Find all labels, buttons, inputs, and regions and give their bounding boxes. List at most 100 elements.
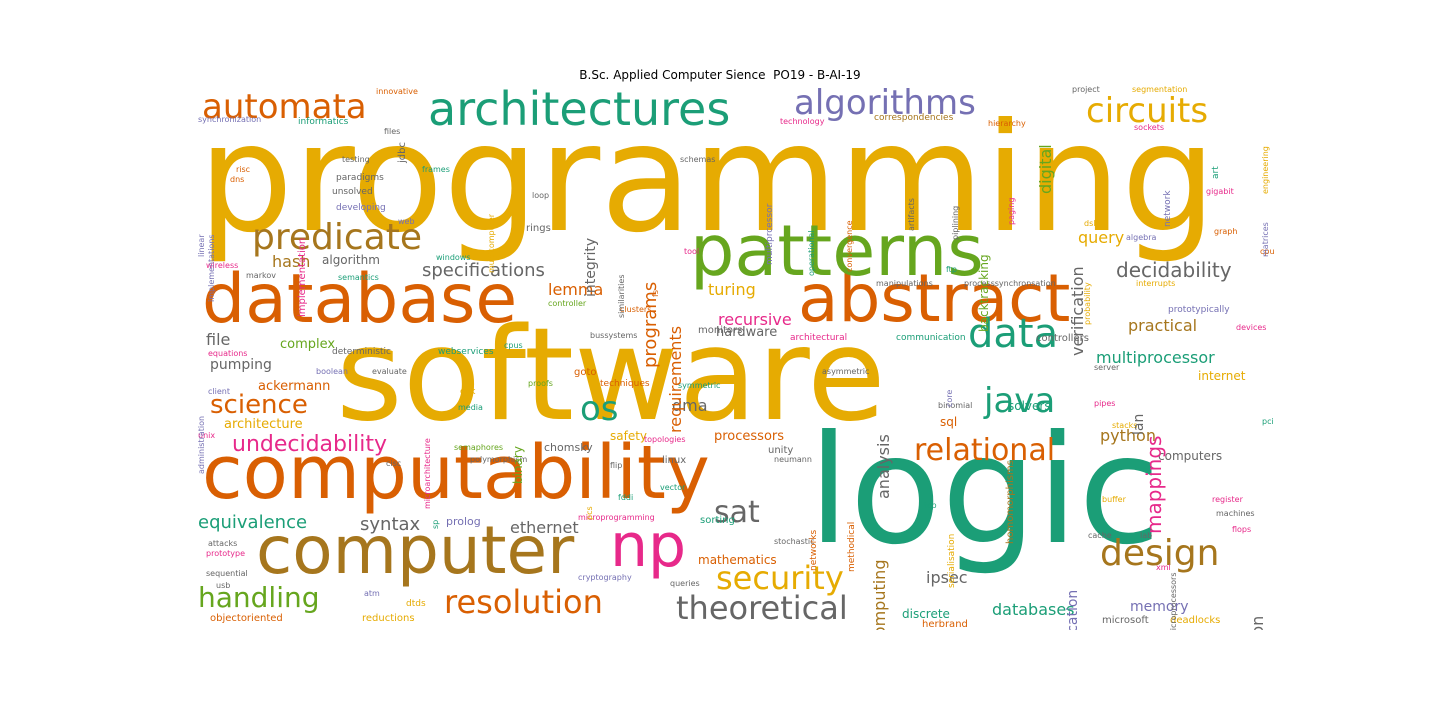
cloud-word-jdbc: jdbc [397, 142, 408, 163]
cloud-word-implementation: implementation [297, 237, 308, 317]
cloud-word-database: database [202, 260, 518, 339]
cloud-word-boolean: boolean [316, 367, 348, 376]
cloud-word-client: client [208, 387, 230, 396]
cloud-word-frames: frames [422, 165, 450, 174]
cloud-word-relational: relational [914, 433, 1056, 468]
cloud-word-sorting: sorting [700, 515, 735, 526]
cloud-word-unity: unity [768, 445, 794, 456]
cloud-word-cisc: cisc [386, 459, 402, 468]
cloud-word-operational: operational [807, 230, 816, 276]
cloud-word-probability: probability [1083, 282, 1092, 325]
cloud-word-symmetric: symmetric [678, 381, 721, 390]
cloud-word-monitors: monitors [698, 325, 743, 336]
cloud-word-networks: networks [809, 529, 819, 571]
cloud-word-pcs: pcs [585, 506, 594, 520]
cloud-word-equivalence: equivalence [198, 512, 308, 533]
cloud-word-flip: flip [610, 461, 623, 470]
cloud-word-informatics: informatics [298, 117, 349, 127]
cloud-word-integrity: integrity [583, 237, 599, 297]
cloud-word-flops: flops [1232, 525, 1252, 534]
cloud-word-prototypically: prototypically [1168, 305, 1230, 315]
cloud-word-design: design [1100, 533, 1220, 574]
cloud-word-testing: testing [342, 155, 370, 164]
cloud-word-buffer: buffer [1102, 495, 1126, 504]
cloud-word-binomial: binomial [938, 401, 973, 410]
cloud-word-innovative: innovative [376, 87, 418, 96]
cloud-word-loop: loop [532, 191, 550, 200]
cloud-word-multiprocessor: multiprocessor [1096, 348, 1215, 367]
cloud-word-chomsky: chomsky [544, 441, 593, 454]
cloud-word-markov: markov [246, 271, 276, 280]
cloud-word-neumann: neumann [774, 455, 812, 464]
cloud-word-programming: programming [198, 92, 1217, 266]
cloud-word-linear: linear [198, 234, 206, 257]
cloud-word-paging: paging [1007, 197, 1016, 225]
cloud-word-tool: tool [684, 247, 700, 256]
cloud-word-complex: complex [280, 337, 336, 352]
cloud-word-register: register [1212, 495, 1243, 504]
cloud-word-files: files [384, 127, 401, 136]
cloud-word-microarchitecture: microarchitecture [423, 438, 432, 509]
cloud-word-rings: rings [526, 223, 551, 234]
cloud-word-devices: devices [1236, 323, 1267, 332]
cloud-word-web: web [398, 217, 415, 226]
cloud-word-query: query [1078, 228, 1125, 247]
cloud-word-gigabit: gigabit [1206, 187, 1234, 196]
cloud-word-graph: graph [1214, 227, 1238, 236]
cloud-word-wireless: wireless [206, 261, 239, 270]
cloud-word-safety: safety [610, 429, 648, 443]
cloud-word-interrupts: interrupts [1136, 279, 1176, 288]
cloud-word-file: file [206, 330, 231, 349]
cloud-word-microsoft: microsoft [1102, 615, 1149, 626]
cloud-word-prolog: prolog [446, 515, 481, 528]
cloud-word-developing: developing [336, 203, 386, 213]
cloud-word-queries: queries [670, 579, 700, 588]
cloud-word-undecidability: undecidability [232, 432, 387, 457]
cloud-word-os: os [580, 389, 619, 429]
cloud-word-evaluate: evaluate [372, 367, 407, 376]
cloud-word-specification: specification [1065, 590, 1081, 630]
cloud-word-cpu: cpu [1260, 247, 1275, 256]
cloud-word-hash: hash [272, 252, 311, 271]
cloud-word-architectures: architectures [428, 86, 731, 136]
cloud-word-cryptography: cryptography [578, 573, 632, 582]
cloud-word-security: security [716, 559, 844, 597]
cloud-word-methodical: methodical [847, 521, 857, 572]
cloud-word-similarities: similarities [617, 274, 626, 319]
cloud-word-piplining: piplining [951, 205, 960, 240]
cloud-word-asymmetric: asymmetric [822, 367, 870, 376]
cloud-word-tcp: tcp [924, 501, 937, 510]
cloud-word-sql: sql [940, 415, 958, 429]
cloud-word-sockets: sockets [1134, 123, 1165, 132]
cloud-word-circuits: circuits [1086, 91, 1209, 131]
cloud-word-predicate: predicate [252, 217, 422, 258]
cloud-word-architecture: architecture [224, 417, 303, 432]
cloud-word-stochastic: stochastic [774, 537, 815, 546]
cloud-word-administration: administration [198, 415, 206, 474]
word-cloud: programming software logic computability dat… [198, 86, 1284, 630]
cloud-word-python: python [1100, 426, 1156, 445]
cloud-word-prototype: prototype [206, 549, 245, 558]
cloud-word-fs: fs [651, 290, 660, 297]
cloud-word-backtracking: backtracking [977, 254, 991, 332]
cloud-word-resolution: resolution [444, 583, 603, 621]
cloud-word-pipes: pipes [1094, 399, 1116, 408]
cloud-word-clusters: clusters [620, 305, 652, 314]
cloud-word-vector: vector [660, 483, 686, 492]
cloud-word-np: np [610, 511, 687, 581]
cloud-word-processors: processors [714, 429, 785, 444]
cloud-word-correspondencies: correspondencies [874, 113, 954, 123]
cloud-word-webservices: webservices [438, 347, 494, 357]
cloud-word-data: data [968, 311, 1059, 357]
cloud-word-matrices: matrices [1261, 222, 1270, 257]
cloud-word-sequential: sequential [206, 569, 248, 578]
cloud-word-databases: databases [992, 600, 1075, 619]
cloud-word-goto: goto [574, 367, 597, 378]
cloud-word-controller: controller [548, 299, 587, 308]
cloud-word-machines: machines [1216, 509, 1255, 518]
cloud-word-java: java [984, 381, 1056, 421]
cloud-word-algorithms: algorithms [794, 86, 976, 123]
cloud-word-communication: communication [896, 333, 966, 343]
cloud-word-science: science [210, 390, 308, 420]
cloud-word-cache: cache [1088, 531, 1112, 540]
